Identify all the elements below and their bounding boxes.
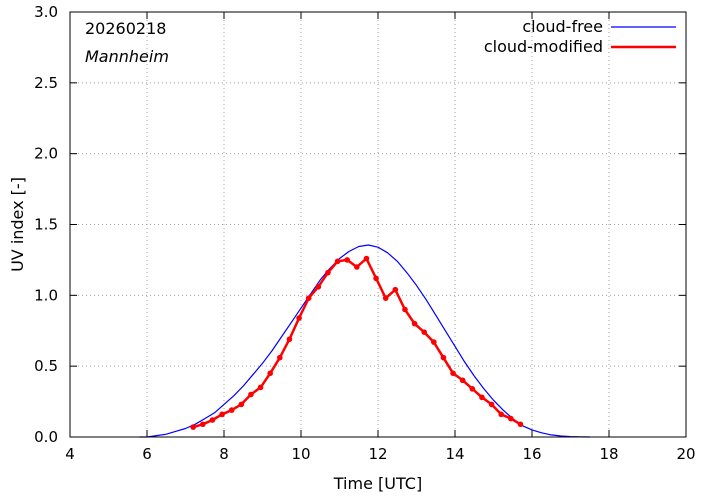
x-tick-label: 14 <box>445 445 464 463</box>
data-point-cloud-modified <box>219 411 225 418</box>
data-point-cloud-modified <box>200 421 206 428</box>
data-point-cloud-modified <box>431 339 437 345</box>
data-point-cloud-modified <box>488 401 495 408</box>
x-tick-label: 8 <box>219 445 229 463</box>
x-tick-label: 10 <box>291 445 310 463</box>
y-tick-label: 1.5 <box>34 216 58 234</box>
y-tick-label: 3.0 <box>34 3 58 21</box>
x-tick-label: 18 <box>599 445 618 463</box>
data-point-cloud-modified <box>325 269 331 276</box>
data-point-cloud-modified <box>315 284 322 290</box>
x-tick-label: 12 <box>368 445 387 463</box>
data-point-cloud-modified <box>257 384 264 391</box>
data-point-cloud-modified <box>363 255 370 262</box>
data-point-cloud-modified <box>382 295 389 301</box>
data-point-cloud-modified <box>421 329 428 335</box>
location-annotation: Mannheim <box>85 47 169 66</box>
y-axis-title: UV index [-] <box>8 177 27 272</box>
data-point-cloud-modified <box>479 394 485 401</box>
x-axis-title: Time [UTC] <box>333 474 422 493</box>
series-layer <box>139 244 590 438</box>
data-point-cloud-modified <box>334 258 341 265</box>
data-point-cloud-modified <box>305 295 312 301</box>
data-point-cloud-modified <box>402 306 408 313</box>
data-point-cloud-modified <box>344 257 351 263</box>
legend-label-cloud-free: cloud-free <box>522 17 603 36</box>
series-line-cloud-free <box>139 244 590 438</box>
data-point-cloud-modified <box>190 424 196 430</box>
data-point-cloud-modified <box>469 386 476 392</box>
legend-label-cloud-modified: cloud-modified <box>484 37 603 56</box>
x-tick-label: 4 <box>65 445 75 463</box>
data-point-cloud-modified <box>238 401 245 408</box>
data-point-cloud-modified <box>296 315 302 321</box>
data-point-cloud-modified <box>209 417 216 423</box>
grid <box>70 12 686 437</box>
data-point-cloud-modified <box>354 264 360 270</box>
legend: cloud-free cloud-modified <box>484 17 676 56</box>
y-tick-label: 0.0 <box>34 428 58 446</box>
x-tick-label: 6 <box>142 445 152 463</box>
date-annotation: 20260218 <box>85 19 166 38</box>
data-point-cloud-modified <box>277 354 283 361</box>
data-point-cloud-modified <box>440 354 447 361</box>
y-tick-label: 0.5 <box>34 357 58 375</box>
data-point-cloud-modified <box>373 275 379 282</box>
y-axis: 0.0 0.5 1.0 1.5 2.0 2.5 3.0 <box>34 3 686 446</box>
y-tick-label: 2.5 <box>34 74 58 92</box>
data-point-cloud-modified <box>228 407 235 413</box>
y-tick-label: 2.0 <box>34 145 58 163</box>
data-point-cloud-modified <box>248 391 254 398</box>
data-point-cloud-modified <box>392 286 399 293</box>
data-point-cloud-modified <box>267 370 274 377</box>
y-tick-label: 1.0 <box>34 286 58 304</box>
x-tick-label: 20 <box>676 445 695 463</box>
data-point-cloud-modified <box>411 320 418 327</box>
data-point-cloud-modified <box>508 415 514 422</box>
data-point-cloud-modified <box>517 421 524 428</box>
data-point-cloud-modified <box>286 336 293 343</box>
data-point-cloud-modified <box>450 370 456 377</box>
x-axis: 4 6 8 10 12 14 16 18 20 <box>65 12 696 463</box>
plot-frame <box>69 11 687 438</box>
data-point-cloud-modified <box>459 377 466 384</box>
x-tick-label: 16 <box>522 445 541 463</box>
data-point-cloud-modified <box>498 411 505 418</box>
